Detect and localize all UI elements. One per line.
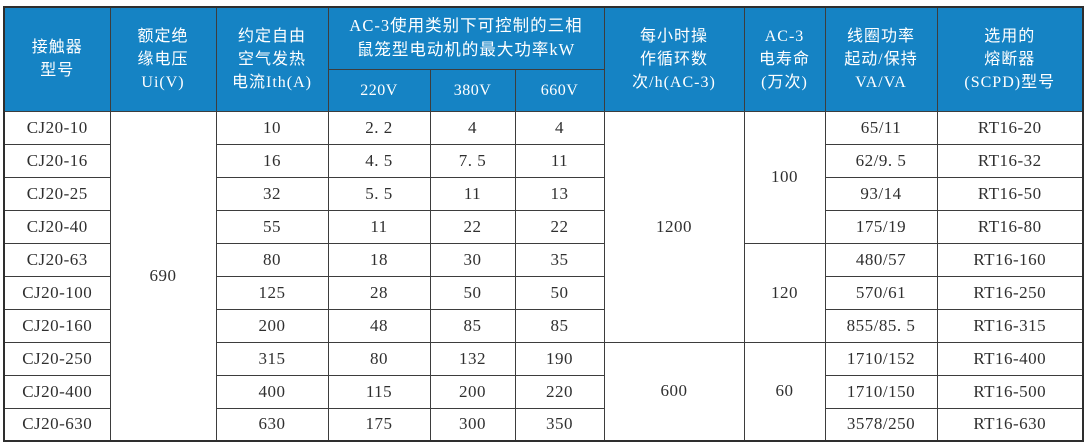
cell-coil: 480/57 xyxy=(824,242,938,277)
cell-fuse: RT16-500 xyxy=(936,374,1084,409)
cell-model: CJ20-40 xyxy=(3,209,111,244)
cell-life-100: 100 xyxy=(743,110,826,244)
cell-ith: 80 xyxy=(215,242,329,277)
cell-ith: 200 xyxy=(215,308,329,343)
cell-p220: 2. 2 xyxy=(327,110,431,145)
cell-ith: 630 xyxy=(215,407,329,442)
cell-fuse: RT16-32 xyxy=(936,143,1084,178)
cell-p660: 35 xyxy=(514,242,605,277)
table-row: CJ20-25 32 5. 5 11 13 93/14 RT16-50 xyxy=(3,176,1084,211)
cell-fuse: RT16-160 xyxy=(936,242,1084,277)
cell-fuse: RT16-80 xyxy=(936,209,1084,244)
cell-ith: 125 xyxy=(215,275,329,310)
cell-life-60: 60 xyxy=(743,341,826,442)
cell-p220: 5. 5 xyxy=(327,176,431,211)
cell-p220: 80 xyxy=(327,341,431,376)
cell-coil: 855/85. 5 xyxy=(824,308,938,343)
cell-ith: 315 xyxy=(215,341,329,376)
cell-cycles-1200: 1200 xyxy=(603,110,745,343)
cell-p660: 13 xyxy=(514,176,605,211)
cell-p660: 22 xyxy=(514,209,605,244)
cell-cycles-600: 600 xyxy=(603,341,745,442)
cell-p660: 350 xyxy=(514,407,605,442)
header-electrical-life: AC-3 电寿命 (万次) xyxy=(743,6,826,112)
table-row: CJ20-10 690 10 2. 2 4 4 1200 100 65/11 R… xyxy=(3,110,1084,442)
header-380v: 380V xyxy=(429,68,516,112)
cell-p380: 132 xyxy=(429,341,516,376)
cell-fuse: RT16-315 xyxy=(936,308,1084,343)
cell-p660: 4 xyxy=(514,110,605,145)
header-ac3-power-group: AC-3使用类别下可控制的三相 鼠笼型电动机的最大功率kW xyxy=(327,6,605,70)
table-row: CJ20-16 16 4. 5 7. 5 11 62/9. 5 RT16-32 xyxy=(3,143,1084,178)
contactor-spec-table: 接触器 型号 额定绝 缘电压 Ui(V) 约定自由 空气发热 电流Ith(A) … xyxy=(3,6,1084,442)
header-cycles-per-hour: 每小时操 作循环数 次/h(AC-3) xyxy=(603,6,745,112)
table-row: CJ20-400 400 115 200 220 1710/150 RT16-5… xyxy=(3,374,1084,409)
cell-p660: 50 xyxy=(514,275,605,310)
cell-p220: 48 xyxy=(327,308,431,343)
cell-p380: 50 xyxy=(429,275,516,310)
cell-coil: 62/9. 5 xyxy=(824,143,938,178)
cell-model: CJ20-400 xyxy=(3,374,111,409)
cell-p660: 220 xyxy=(514,374,605,409)
cell-coil: 1710/152 xyxy=(824,341,938,376)
header-thermal-current: 约定自由 空气发热 电流Ith(A) xyxy=(215,6,329,112)
cell-model: CJ20-160 xyxy=(3,308,111,343)
cell-p380: 4 xyxy=(429,110,516,145)
cell-model: CJ20-25 xyxy=(3,176,111,211)
cell-ith: 400 xyxy=(215,374,329,409)
cell-p380: 85 xyxy=(429,308,516,343)
cell-model: CJ20-250 xyxy=(3,341,111,376)
table-row: CJ20-40 55 11 22 22 175/19 RT16-80 xyxy=(3,209,1084,244)
table-row: CJ20-250 315 80 132 190 600 60 1710/152 … xyxy=(3,341,1084,442)
cell-p220: 115 xyxy=(327,374,431,409)
cell-p220: 28 xyxy=(327,275,431,310)
cell-model: CJ20-630 xyxy=(3,407,111,442)
header-fuse-type: 选用的 熔断器 (SCPD)型号 xyxy=(936,6,1084,112)
table-row: CJ20-100 125 28 50 50 570/61 RT16-250 xyxy=(3,275,1084,310)
cell-ith: 16 xyxy=(215,143,329,178)
cell-model: CJ20-63 xyxy=(3,242,111,277)
cell-p380: 22 xyxy=(429,209,516,244)
cell-model: CJ20-100 xyxy=(3,275,111,310)
cell-fuse: RT16-50 xyxy=(936,176,1084,211)
header-coil-power: 线圈功率 起动/保持 VA/VA xyxy=(824,6,938,112)
cell-ui-voltage: 690 xyxy=(109,110,217,442)
cell-p380: 200 xyxy=(429,374,516,409)
header-insulation-voltage: 额定绝 缘电压 Ui(V) xyxy=(109,6,217,112)
cell-coil: 1710/150 xyxy=(824,374,938,409)
cell-fuse: RT16-630 xyxy=(936,407,1084,442)
header-660v: 660V xyxy=(514,68,605,112)
cell-coil: 93/14 xyxy=(824,176,938,211)
cell-fuse: RT16-20 xyxy=(936,110,1084,145)
cell-coil: 3578/250 xyxy=(824,407,938,442)
cell-p660: 11 xyxy=(514,143,605,178)
cell-fuse: RT16-400 xyxy=(936,341,1084,376)
cell-p380: 30 xyxy=(429,242,516,277)
cell-p380: 7. 5 xyxy=(429,143,516,178)
cell-p380: 300 xyxy=(429,407,516,442)
cell-coil: 570/61 xyxy=(824,275,938,310)
cell-model: CJ20-16 xyxy=(3,143,111,178)
header-row-sub: 220V 380V 660V xyxy=(4,68,1083,112)
header-model: 接触器 型号 xyxy=(3,6,111,112)
cell-coil: 65/11 xyxy=(824,110,938,145)
cell-p220: 4. 5 xyxy=(327,143,431,178)
cell-life-120: 120 xyxy=(743,242,826,343)
cell-p660: 85 xyxy=(514,308,605,343)
cell-p220: 18 xyxy=(327,242,431,277)
cell-ith: 32 xyxy=(215,176,329,211)
cell-fuse: RT16-250 xyxy=(936,275,1084,310)
cell-p220: 175 xyxy=(327,407,431,442)
header-220v: 220V xyxy=(327,68,431,112)
cell-p380: 11 xyxy=(429,176,516,211)
cell-ith: 10 xyxy=(215,110,329,145)
cell-p220: 11 xyxy=(327,209,431,244)
cell-ith: 55 xyxy=(215,209,329,244)
cell-coil: 175/19 xyxy=(824,209,938,244)
cell-p660: 190 xyxy=(514,341,605,376)
cell-model: CJ20-10 xyxy=(3,110,111,145)
header-row-top: 接触器 型号 额定绝 缘电压 Ui(V) 约定自由 空气发热 电流Ith(A) … xyxy=(3,6,1084,112)
